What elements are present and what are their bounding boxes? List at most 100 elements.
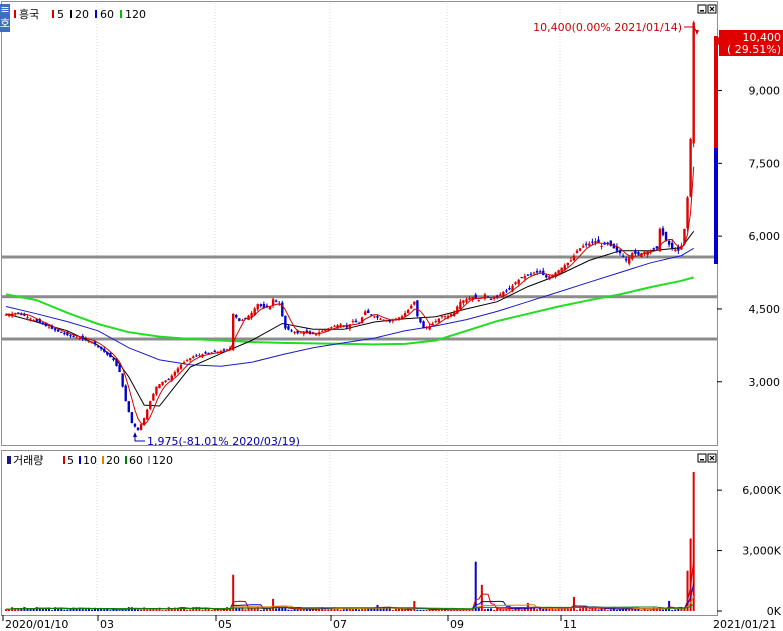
candle-body xyxy=(406,309,410,314)
candle-body xyxy=(428,325,431,330)
last-price-box xyxy=(719,30,783,56)
volume-bar xyxy=(296,609,299,611)
volume-bar xyxy=(238,608,241,611)
volume-bar xyxy=(539,608,542,611)
volume-y-axis: 6,000K 3,000K 0K xyxy=(717,484,782,618)
volume-bar xyxy=(321,607,324,611)
candle-body xyxy=(139,424,143,430)
candle-body xyxy=(351,321,355,323)
side-tab-glyph-1: ≡ xyxy=(0,3,9,16)
volume-bar xyxy=(17,608,20,611)
volume-bar xyxy=(422,609,425,611)
candle-body xyxy=(10,313,14,317)
candle-body xyxy=(523,276,527,279)
volume-bar xyxy=(536,609,539,611)
candle-body xyxy=(502,291,505,297)
volume-bar xyxy=(278,607,281,611)
candle-body xyxy=(600,245,603,247)
candle-body xyxy=(388,320,391,322)
volume-bar xyxy=(183,607,186,611)
candle-body xyxy=(575,250,579,253)
candle-body xyxy=(449,313,453,316)
volume-bar xyxy=(97,608,100,611)
volume-legend: 5 10 20 60 120 xyxy=(63,454,173,467)
volume-legend-label: 120 xyxy=(152,454,173,467)
low-annotation-arrow xyxy=(133,432,137,437)
candle-body xyxy=(397,317,401,319)
volume-bar xyxy=(671,610,674,611)
volume-bar xyxy=(425,609,428,611)
volume-bar xyxy=(124,609,127,611)
volume-bar xyxy=(26,608,29,611)
volume-bar xyxy=(569,607,572,611)
candle-body xyxy=(403,313,407,317)
volume-minimize-icon[interactable] xyxy=(697,453,707,463)
candle-body xyxy=(287,326,290,330)
side-tab[interactable] xyxy=(0,4,10,32)
volume-bar xyxy=(557,607,560,611)
volume-bar xyxy=(579,608,582,611)
candle-body xyxy=(47,327,51,329)
volume-bar xyxy=(345,608,348,611)
candle-body xyxy=(204,352,207,354)
volume-bar xyxy=(514,608,517,611)
volume-bar xyxy=(272,598,275,611)
candle-body xyxy=(192,356,195,358)
volume-bar xyxy=(631,608,634,611)
volume-bar xyxy=(407,609,410,611)
volume-bar xyxy=(680,607,683,611)
candle-body xyxy=(50,325,54,329)
volume-bar xyxy=(210,610,213,611)
minimize-glyph xyxy=(700,10,704,12)
candle-body xyxy=(489,299,493,301)
volume-bar xyxy=(149,608,152,611)
candle-body xyxy=(674,249,677,251)
volume-bar xyxy=(207,608,210,611)
candle-body xyxy=(164,380,167,382)
candle-body xyxy=(324,329,327,331)
volume-bar xyxy=(582,607,585,611)
candle-body xyxy=(44,323,48,326)
volume-bar xyxy=(634,608,637,611)
candle-body xyxy=(179,364,183,369)
candle-body xyxy=(213,350,216,353)
candle-body xyxy=(505,290,508,292)
candle-body xyxy=(20,314,23,316)
legend-label: 60 xyxy=(100,8,114,21)
volume-bar xyxy=(14,608,17,611)
volume-bar xyxy=(112,608,115,611)
volume-bar xyxy=(373,608,376,611)
candle-body xyxy=(677,246,680,251)
volume-bar xyxy=(591,607,594,611)
support-lines xyxy=(2,255,717,341)
candle-body xyxy=(238,318,241,322)
volume-bar xyxy=(275,608,278,611)
volume-bar xyxy=(499,608,502,611)
y-tick-label: 4,500 xyxy=(749,303,781,316)
volume-bar xyxy=(459,609,462,611)
candle-body xyxy=(363,311,367,316)
candle-body xyxy=(621,255,625,257)
volume-bar xyxy=(213,609,216,611)
x-tick-label: 05 xyxy=(218,618,232,631)
volume-legend-swatch xyxy=(102,456,104,464)
volume-bar xyxy=(161,610,164,611)
volume-bar xyxy=(444,609,447,611)
candle-body xyxy=(69,335,72,337)
volume-bar xyxy=(229,608,232,611)
volume-legend-swatch xyxy=(148,456,150,464)
candle-body xyxy=(581,245,585,248)
candle-body xyxy=(41,322,45,325)
volume-bar xyxy=(533,607,536,611)
volume-y-tick-label: 0K xyxy=(767,605,782,618)
volume-bar xyxy=(155,609,158,611)
volume-bar xyxy=(361,607,364,611)
volume-bar xyxy=(370,608,373,611)
volume-bar xyxy=(330,607,333,611)
minimize-icon[interactable] xyxy=(697,4,707,14)
volume-bar xyxy=(201,609,204,611)
volume-bar xyxy=(8,609,11,611)
candle-body xyxy=(425,327,428,329)
candle-body xyxy=(210,352,213,354)
candle-body xyxy=(379,318,382,320)
